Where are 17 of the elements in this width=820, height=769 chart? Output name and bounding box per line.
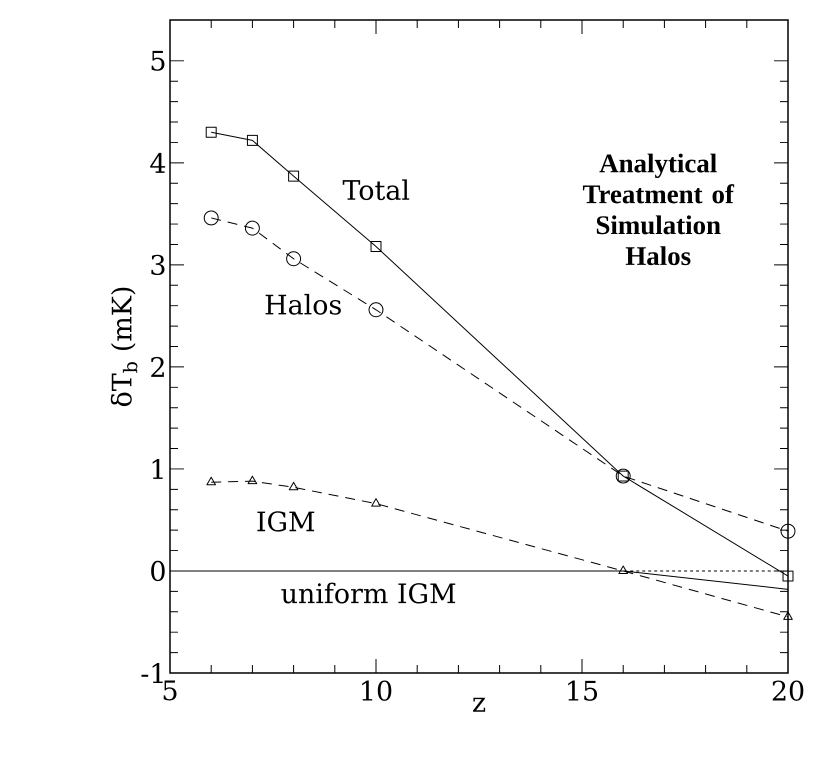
y-tick-label: 0 xyxy=(151,560,165,582)
y-tick-label: -1 xyxy=(141,663,163,683)
series-label: Halos xyxy=(266,294,341,315)
y-axis-title: δT$_{b}$ (mK) xyxy=(110,288,138,406)
y-tick-label: 3 xyxy=(151,254,164,276)
x-axis-title: z xyxy=(472,698,486,712)
x-tick-label: 10 xyxy=(362,680,392,701)
y-tick-label: 2 xyxy=(151,356,164,377)
series-label: IGM xyxy=(257,511,314,532)
y-tick-label: 5 xyxy=(152,50,164,71)
series-label: uniform IGM xyxy=(281,582,456,604)
x-tick-label: 20 xyxy=(772,680,804,701)
x-tick-label: 15 xyxy=(568,680,598,701)
annotation: Analytical Treatment of Simulation Halos xyxy=(582,154,734,266)
y-tick-label: 4 xyxy=(150,152,166,173)
y-tick-label: 1 xyxy=(152,458,163,479)
series-label: Total xyxy=(342,179,410,200)
